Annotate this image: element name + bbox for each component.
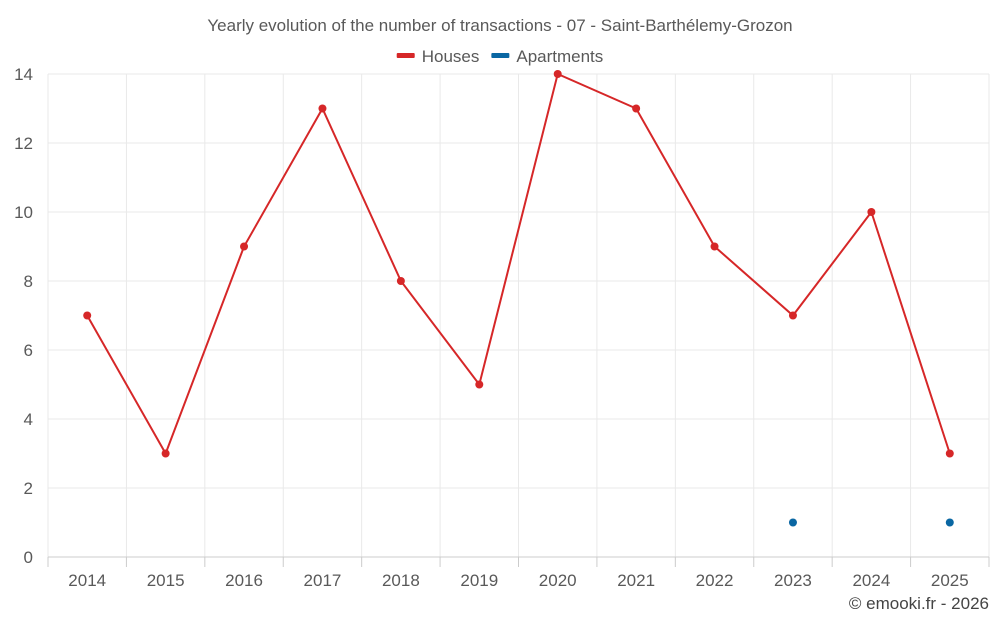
series-apartments <box>788 518 954 527</box>
x-tick-label: 2023 <box>774 571 812 590</box>
data-point[interactable] <box>945 449 954 458</box>
x-tick-label: 2014 <box>68 571 106 590</box>
data-point[interactable] <box>396 277 405 285</box>
chart-title: Yearly evolution of the number of transa… <box>207 16 792 35</box>
legend-item-houses[interactable]: Houses <box>396 47 480 66</box>
x-tick-label: 2021 <box>617 571 655 590</box>
x-axis-ticks: 2014 2015 2016 2017 2018 2019 2020 2021 2022 2023… <box>47 557 990 590</box>
data-point[interactable] <box>318 104 327 113</box>
y-tick-label: 0 <box>24 548 33 567</box>
x-tick-label: 2016 <box>225 571 263 590</box>
x-tick-label: 2020 <box>539 571 577 590</box>
y-tick-label: 2 <box>24 479 33 498</box>
data-point[interactable] <box>83 311 92 320</box>
data-point[interactable] <box>945 518 954 527</box>
y-tick-label: 6 <box>24 341 33 360</box>
x-tick-label: 2017 <box>304 571 342 590</box>
x-tick-label: 2018 <box>382 571 420 590</box>
y-axis-ticks: 0 2 4 6 8 10 12 14 <box>14 65 33 567</box>
x-tick-label: 2022 <box>696 571 734 590</box>
legend-swatch <box>491 53 510 58</box>
series-line <box>86 72 951 456</box>
legend-label: Apartments <box>516 47 603 66</box>
data-point[interactable] <box>553 70 562 78</box>
data-point[interactable] <box>475 380 484 389</box>
data-point[interactable] <box>161 449 170 458</box>
credit-text: © emooki.fr - 2026 <box>849 594 989 613</box>
data-point[interactable] <box>632 104 641 113</box>
x-tick-label: 2015 <box>147 571 185 590</box>
y-tick-label: 14 <box>14 65 33 84</box>
legend-swatch <box>396 53 415 58</box>
x-tick-label: 2019 <box>460 571 498 590</box>
legend: Houses Apartments <box>396 47 603 66</box>
series-houses <box>83 70 954 458</box>
y-tick-label: 4 <box>24 410 33 429</box>
y-tick-label: 8 <box>24 272 33 291</box>
x-gridlines <box>47 74 990 557</box>
legend-item-apartments[interactable]: Apartments <box>491 47 603 66</box>
y-tick-label: 12 <box>14 134 33 153</box>
data-point[interactable] <box>788 518 797 527</box>
y-tick-label: 10 <box>14 203 33 222</box>
data-point[interactable] <box>240 242 249 251</box>
legend-label: Houses <box>422 47 480 66</box>
data-point[interactable] <box>867 208 876 216</box>
data-point[interactable] <box>788 311 797 320</box>
x-tick-label: 2024 <box>852 571 890 590</box>
series-layer <box>83 70 954 527</box>
data-point[interactable] <box>710 242 719 251</box>
x-tick-label: 2025 <box>931 571 969 590</box>
